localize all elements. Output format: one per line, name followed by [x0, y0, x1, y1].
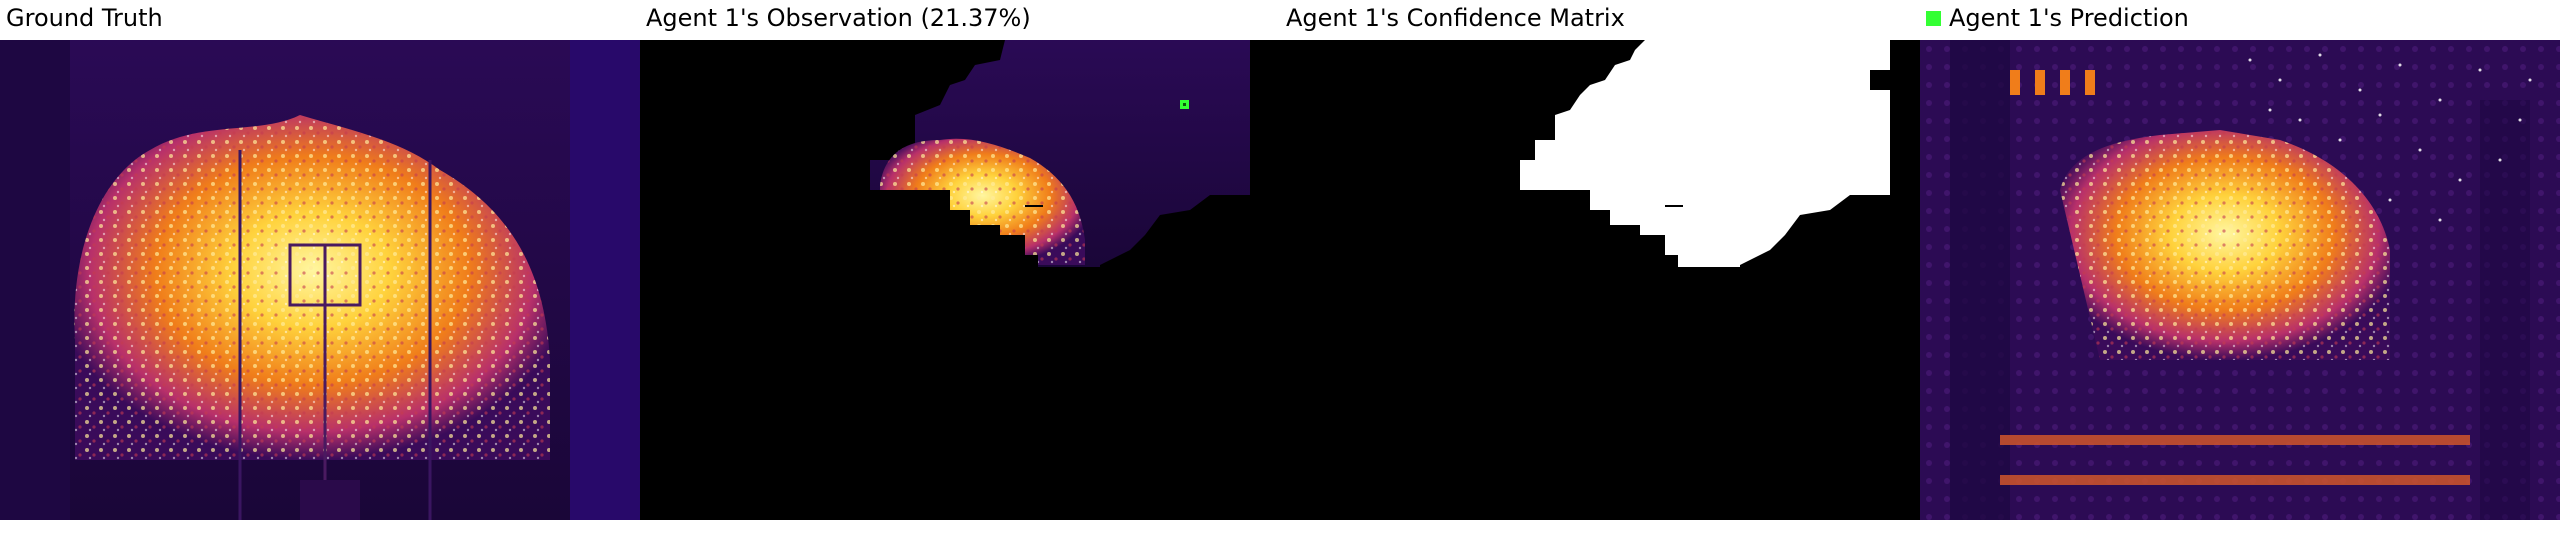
panel-title: Agent 1's Confidence Matrix [1286, 4, 1625, 32]
observation-title: Agent 1's Observation (21.37%) [646, 4, 1031, 32]
prediction-title: Agent 1's Prediction [1949, 4, 2189, 32]
ground-truth-title: Ground Truth [6, 4, 163, 32]
observation-panel: Agent 1's Observation (21.37%) [640, 0, 1280, 520]
ground-truth-panel: Ground Truth [0, 0, 640, 520]
legend-swatch [1926, 10, 1941, 26]
panel-title: Agent 1's Prediction [1926, 4, 2189, 32]
panel-title: Ground Truth [6, 4, 163, 32]
panel-title: Agent 1's Observation (21.37%) [646, 4, 1031, 32]
confidence-panel: Agent 1's Confidence Matrix [1280, 0, 1920, 520]
prediction-artifact-row [2010, 70, 2095, 95]
ground-truth-image [0, 40, 640, 520]
observation-image [640, 40, 1280, 520]
confidence-title: Agent 1's Confidence Matrix [1286, 4, 1625, 32]
confidence-matrix-image [1280, 40, 1920, 520]
prediction-panel: Agent 1's Prediction [1920, 0, 2560, 520]
prediction-image [1920, 40, 2560, 520]
